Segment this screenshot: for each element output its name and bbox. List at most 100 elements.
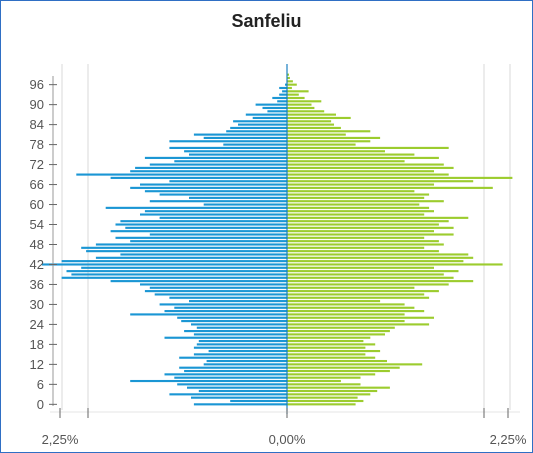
right-bar-age-68 bbox=[287, 176, 513, 179]
left-bar-age-75 bbox=[189, 153, 287, 156]
left-bar-age-87 bbox=[245, 113, 287, 116]
left-bar-age-83 bbox=[230, 126, 287, 130]
left-bar-age-64 bbox=[144, 190, 287, 193]
right-bar-age-80 bbox=[287, 136, 381, 139]
left-bar-age-39 bbox=[71, 273, 288, 276]
right-bar-age-22 bbox=[287, 330, 390, 333]
left-bar-age-32 bbox=[169, 296, 287, 299]
left-bar-age-42 bbox=[42, 263, 287, 266]
left-bar-age-6 bbox=[177, 383, 287, 386]
left-bar-age-47 bbox=[81, 246, 287, 249]
left-bar-age-74 bbox=[144, 156, 287, 159]
right-bar-age-65 bbox=[287, 186, 493, 189]
left-bar-age-23 bbox=[196, 326, 287, 329]
left-bar-age-15 bbox=[193, 353, 287, 356]
left-bar-age-62 bbox=[189, 196, 287, 199]
left-bar-age-3 bbox=[169, 393, 287, 396]
left-bar-age-9 bbox=[164, 373, 287, 376]
y-tick-label-60: 60 bbox=[30, 197, 44, 212]
left-bar-age-0 bbox=[193, 403, 287, 406]
right-bar-age-83 bbox=[287, 126, 341, 130]
right-bar-age-14 bbox=[287, 356, 376, 359]
right-bar-age-19 bbox=[287, 340, 364, 343]
left-bar-age-10 bbox=[184, 369, 287, 373]
left-bar-age-16 bbox=[208, 349, 287, 353]
right-bar-age-69 bbox=[287, 173, 449, 176]
left-bar-age-86 bbox=[252, 116, 287, 120]
right-bar-age-61 bbox=[287, 200, 444, 203]
right-bar-age-54 bbox=[287, 223, 439, 226]
chart-title: Sanfeliu bbox=[231, 11, 302, 31]
left-bar-age-53 bbox=[125, 226, 287, 229]
right-bar-age-82 bbox=[287, 130, 371, 133]
left-bar-age-4 bbox=[198, 389, 287, 393]
left-bar-age-46 bbox=[86, 250, 287, 253]
left-bar-age-70 bbox=[130, 170, 287, 173]
left-bar-age-24 bbox=[191, 323, 287, 326]
right-bar-age-30 bbox=[287, 303, 405, 306]
right-bar-age-87 bbox=[287, 113, 336, 116]
right-bar-age-20 bbox=[287, 336, 371, 339]
left-bar-age-66 bbox=[140, 183, 287, 186]
left-bar-age-95 bbox=[279, 86, 287, 90]
right-bar-age-35 bbox=[287, 286, 415, 289]
right-bar-age-21 bbox=[287, 333, 385, 336]
left-bar-age-30 bbox=[159, 303, 287, 306]
y-tick-label-66: 66 bbox=[30, 177, 44, 192]
left-bar-age-17 bbox=[193, 346, 287, 349]
left-series-bars bbox=[42, 83, 288, 406]
right-bar-age-24 bbox=[287, 323, 430, 326]
right-bar-age-48 bbox=[287, 243, 444, 246]
x-tick-label-0: 2,25% bbox=[42, 432, 79, 447]
left-bar-age-22 bbox=[184, 330, 287, 333]
left-bar-age-5 bbox=[187, 386, 287, 389]
right-bar-age-4 bbox=[287, 389, 378, 393]
right-bar-age-1 bbox=[287, 399, 364, 403]
left-bar-age-90 bbox=[255, 103, 287, 106]
right-bar-age-17 bbox=[287, 346, 366, 349]
y-tick-label-30: 30 bbox=[30, 297, 44, 312]
right-bar-age-95 bbox=[287, 86, 292, 90]
right-bar-age-34 bbox=[287, 290, 439, 293]
right-bar-age-37 bbox=[287, 280, 474, 283]
right-bar-age-75 bbox=[287, 153, 415, 156]
left-bar-age-96 bbox=[285, 83, 287, 86]
right-bar-age-7 bbox=[287, 379, 341, 383]
left-bar-age-34 bbox=[144, 290, 287, 293]
right-bar-age-8 bbox=[287, 376, 361, 379]
right-bar-age-72 bbox=[287, 163, 444, 166]
right-bar-age-16 bbox=[287, 349, 381, 353]
left-bar-age-19 bbox=[198, 340, 287, 343]
left-bar-age-65 bbox=[130, 186, 287, 189]
left-bar-age-58 bbox=[144, 210, 287, 213]
right-bar-age-58 bbox=[287, 210, 434, 213]
y-tick-label-90: 90 bbox=[30, 97, 44, 112]
right-bar-age-79 bbox=[287, 140, 371, 143]
right-bar-age-78 bbox=[287, 143, 356, 146]
right-bar-age-41 bbox=[287, 266, 434, 269]
left-bar-age-54 bbox=[115, 223, 287, 226]
right-bar-age-40 bbox=[287, 270, 459, 273]
right-bar-age-70 bbox=[287, 170, 434, 173]
left-bar-age-67 bbox=[169, 180, 287, 183]
right-bar-age-12 bbox=[287, 363, 423, 366]
right-bar-age-25 bbox=[287, 320, 405, 323]
y-tick-label-0: 0 bbox=[37, 397, 44, 412]
left-bar-age-7 bbox=[130, 379, 287, 383]
left-bar-age-79 bbox=[169, 140, 287, 143]
y-tick-label-42: 42 bbox=[30, 257, 44, 272]
right-bar-age-29 bbox=[287, 306, 415, 309]
left-bar-age-94 bbox=[282, 90, 287, 93]
left-bar-age-49 bbox=[130, 240, 287, 243]
right-bar-age-55 bbox=[287, 220, 449, 223]
left-bar-age-41 bbox=[81, 266, 287, 269]
left-bar-age-40 bbox=[66, 270, 287, 273]
left-bar-age-26 bbox=[177, 316, 287, 319]
right-bar-age-90 bbox=[287, 103, 312, 106]
left-bar-age-13 bbox=[206, 359, 287, 363]
left-bar-age-38 bbox=[61, 276, 287, 279]
right-bar-age-99 bbox=[287, 73, 289, 76]
y-tick-label-78: 78 bbox=[30, 137, 44, 152]
x-tick-label-1: 0,00% bbox=[269, 432, 306, 447]
right-bar-age-36 bbox=[287, 283, 449, 286]
